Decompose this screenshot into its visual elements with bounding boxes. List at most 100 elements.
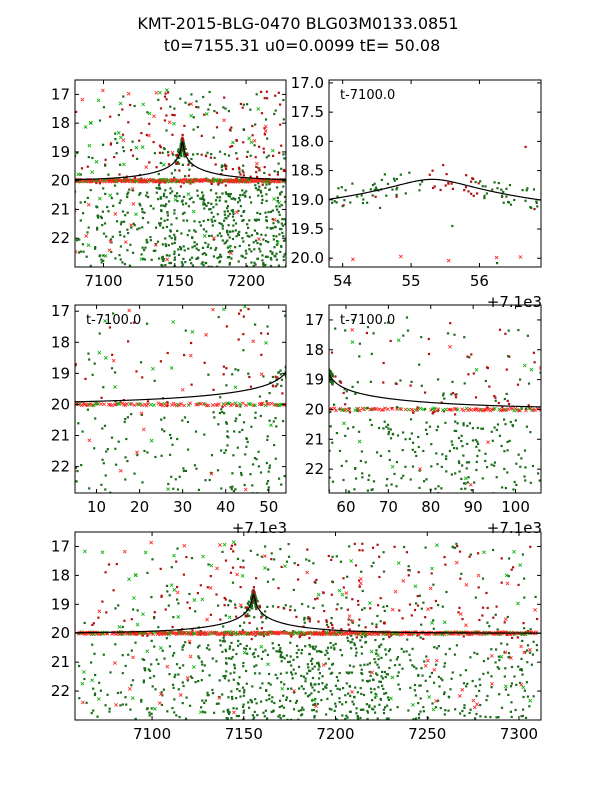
data-point <box>104 192 107 195</box>
data-point <box>253 248 256 251</box>
y-tick-label: 19 <box>51 364 70 382</box>
data-point <box>183 154 186 157</box>
data-point <box>239 695 242 698</box>
data-point <box>171 443 174 446</box>
data-point <box>264 263 267 267</box>
data-point <box>395 177 398 181</box>
data-point <box>460 440 463 443</box>
data-point <box>404 192 407 195</box>
data-point <box>287 367 289 369</box>
data-point <box>179 97 182 100</box>
data-point <box>157 172 160 176</box>
data-point <box>227 194 230 197</box>
data-point <box>526 695 529 698</box>
data-point <box>237 369 240 372</box>
data-point <box>161 428 164 431</box>
data-point <box>157 662 160 665</box>
data-point <box>559 248 561 250</box>
data-point <box>267 154 270 157</box>
data-point <box>306 548 309 551</box>
data-point <box>360 645 363 648</box>
data-point <box>314 598 317 601</box>
data-point <box>100 217 103 220</box>
data-point <box>405 551 408 554</box>
data-point <box>223 412 226 415</box>
data-point <box>326 365 328 367</box>
data-point <box>335 676 338 679</box>
data-point <box>181 144 184 147</box>
data-point <box>365 703 368 706</box>
data-point <box>325 619 328 622</box>
data-point <box>241 428 244 431</box>
data-point <box>201 663 204 666</box>
baseline-x-point <box>469 408 473 412</box>
data-point <box>143 211 146 214</box>
baseline-x-point <box>133 573 138 578</box>
data-point <box>199 197 202 200</box>
data-point <box>242 566 245 569</box>
data-point <box>360 668 363 671</box>
data-point <box>510 701 513 704</box>
data-point <box>432 583 435 586</box>
data-point <box>345 596 348 599</box>
data-point <box>489 390 491 392</box>
data-point <box>301 713 304 716</box>
data-point <box>131 154 135 157</box>
data-point <box>169 453 172 456</box>
data-point <box>418 713 421 716</box>
data-point <box>262 147 265 150</box>
data-point <box>477 416 479 418</box>
data-point <box>490 463 493 466</box>
data-point <box>205 230 208 233</box>
baseline-x-point <box>490 681 494 686</box>
data-point <box>178 475 181 478</box>
baseline-x-point <box>458 612 463 616</box>
baseline-x-point <box>145 649 150 654</box>
data-point <box>223 96 226 99</box>
data-point <box>359 664 362 667</box>
data-point <box>147 195 150 199</box>
baseline-x-point <box>118 178 123 183</box>
data-point <box>422 449 425 453</box>
data-point <box>417 571 420 574</box>
data-point <box>407 569 410 572</box>
data-point <box>445 455 448 458</box>
data-point <box>174 478 177 481</box>
data-point <box>313 689 316 692</box>
baseline-x-point <box>171 320 176 324</box>
baseline-x-point <box>305 570 310 575</box>
data-point <box>368 662 371 665</box>
data-point <box>78 664 81 668</box>
data-point <box>257 182 260 185</box>
data-point <box>260 191 263 194</box>
data-point <box>503 621 506 624</box>
data-point <box>268 419 271 422</box>
data-point <box>361 708 364 711</box>
data-point <box>278 477 281 480</box>
data-point <box>470 353 473 356</box>
data-point <box>454 472 457 475</box>
data-point <box>356 715 359 718</box>
data-point <box>172 683 175 686</box>
data-point <box>374 195 377 198</box>
data-point <box>506 399 509 402</box>
data-point <box>451 187 454 190</box>
data-point <box>178 156 181 159</box>
data-point <box>211 688 214 691</box>
data-point <box>330 708 333 711</box>
data-point <box>364 461 367 464</box>
data-point <box>446 332 450 335</box>
baseline-x-point <box>478 407 482 412</box>
y-tick-label: 18 <box>305 341 324 359</box>
data-point <box>250 638 253 641</box>
data-point <box>392 177 396 180</box>
baseline-x-point <box>359 576 363 581</box>
data-point <box>433 185 436 188</box>
data-point <box>143 658 146 661</box>
data-point <box>300 652 303 655</box>
data-point <box>500 557 503 560</box>
data-point <box>456 545 459 548</box>
data-point <box>325 620 328 623</box>
data-point <box>424 616 427 619</box>
data-point <box>124 456 127 459</box>
